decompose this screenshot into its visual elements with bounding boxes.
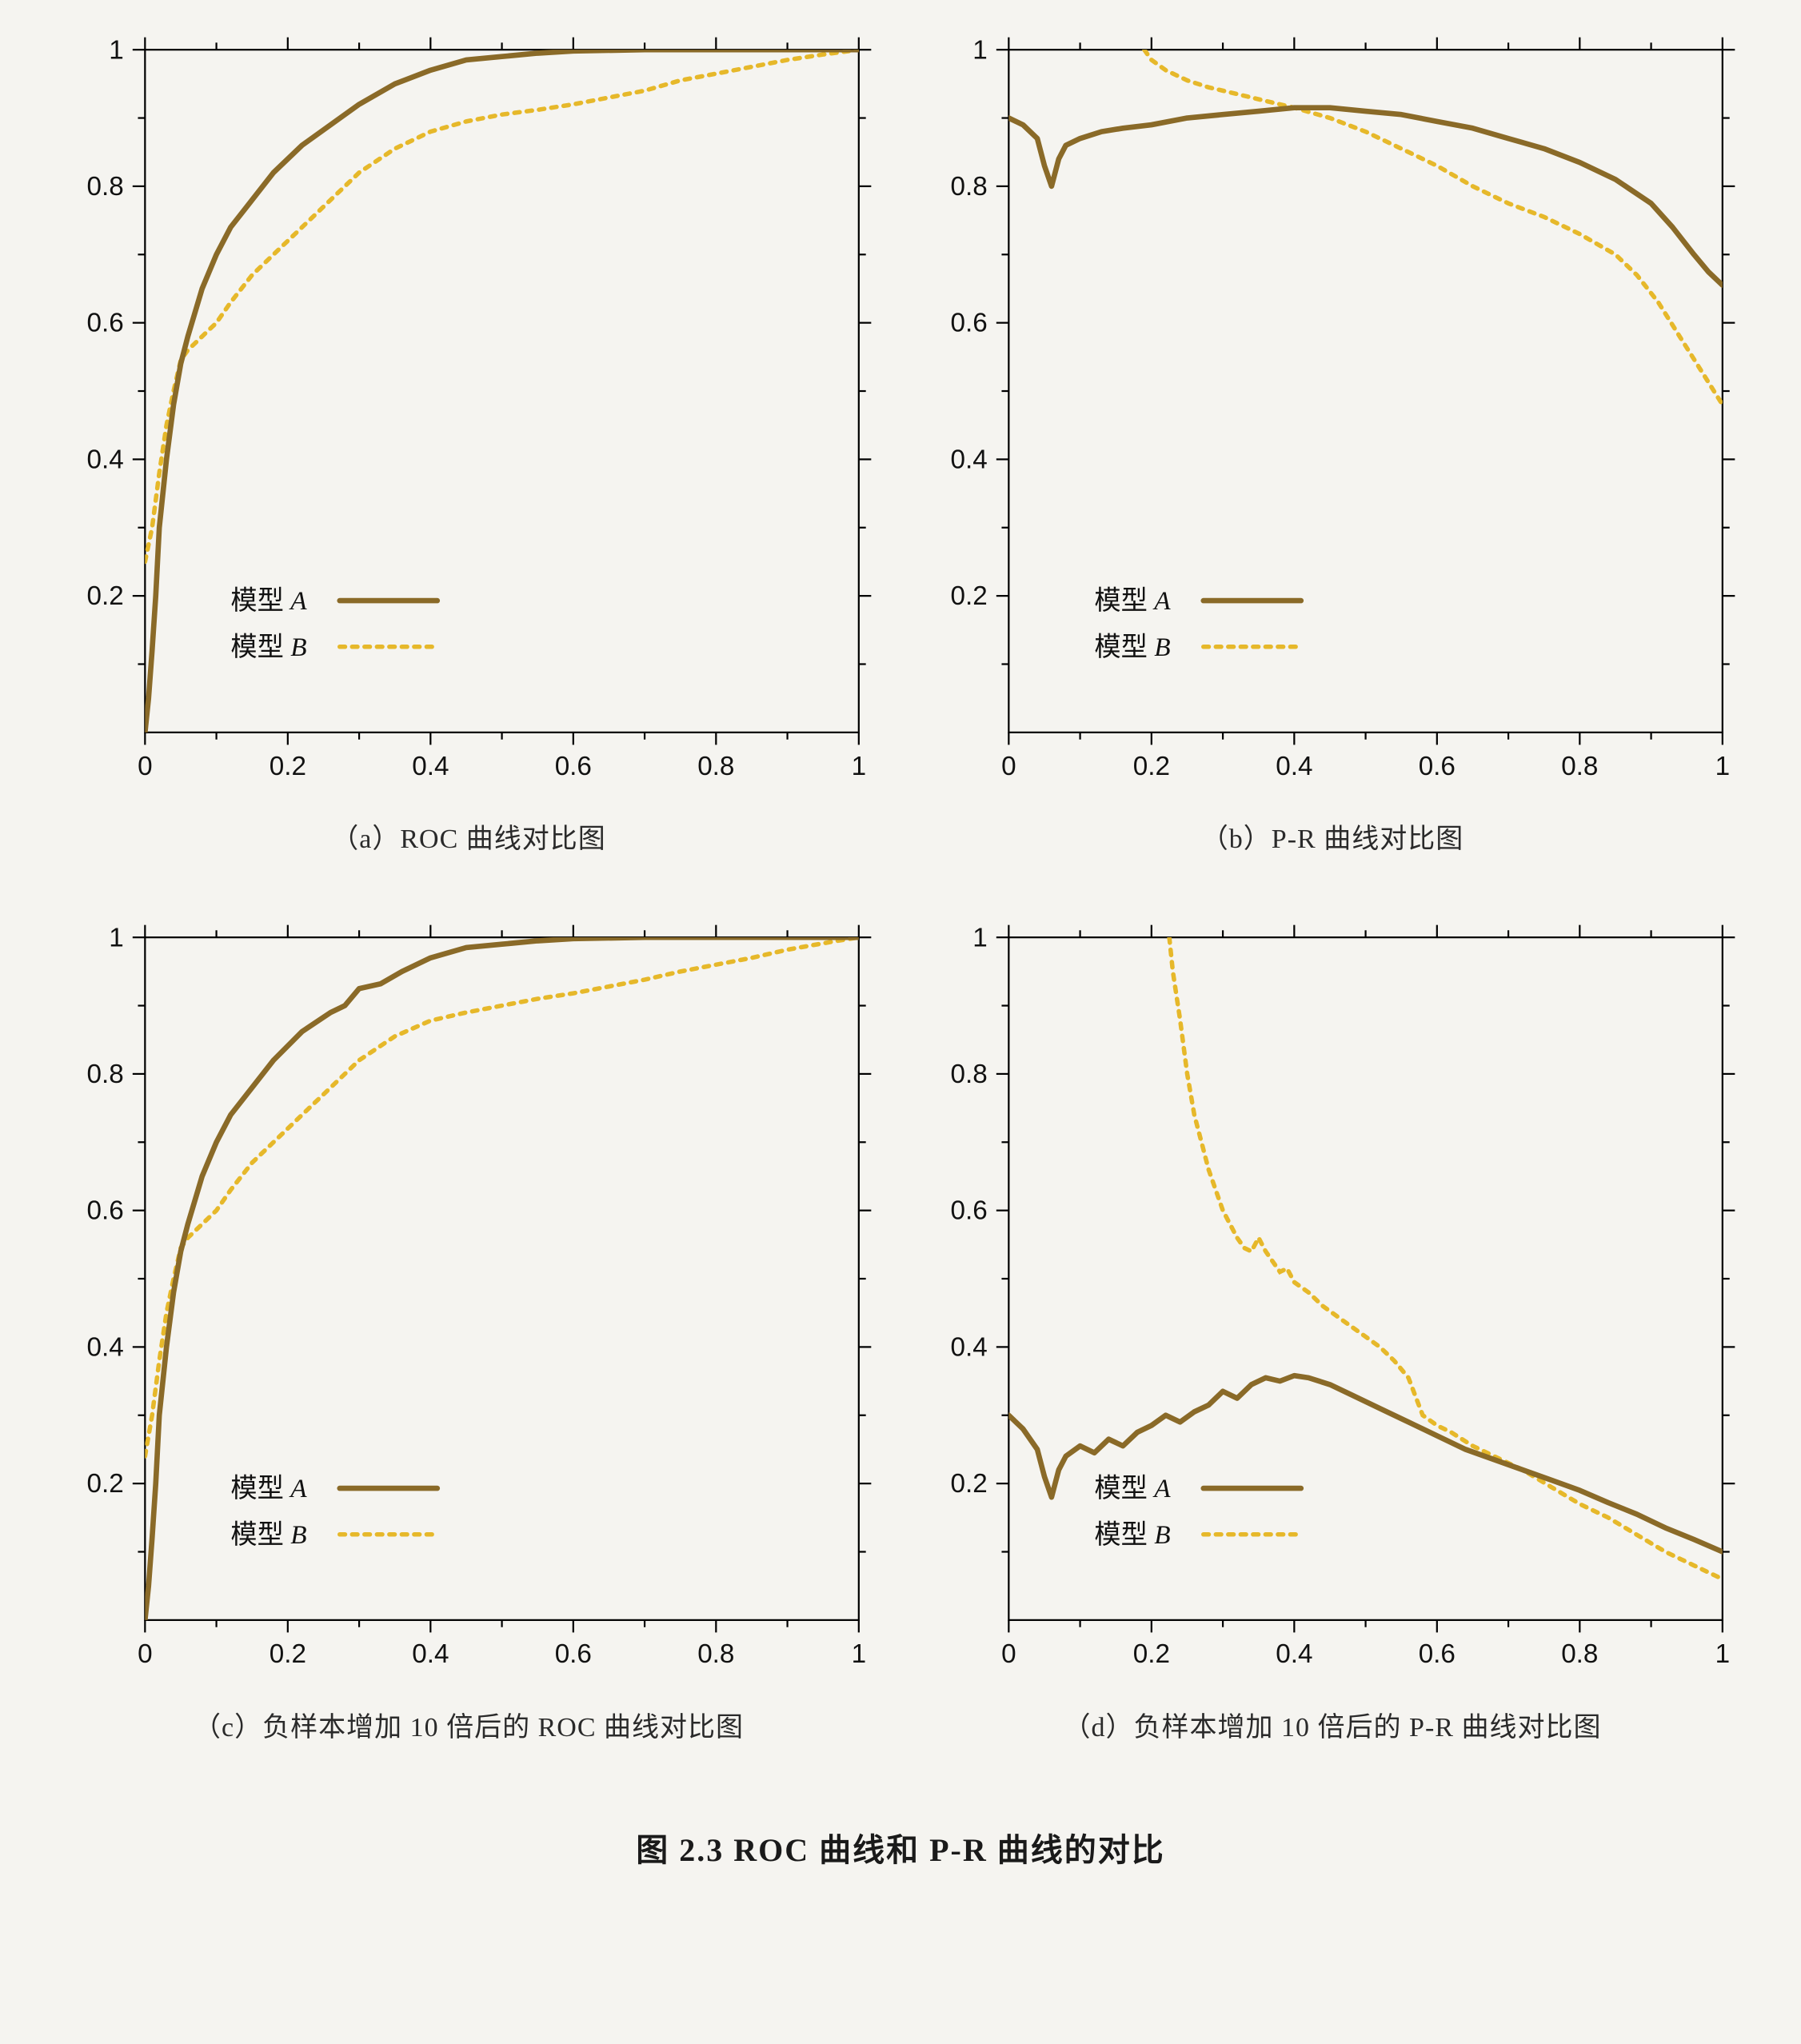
svg-text:0.2: 0.2 <box>950 581 987 611</box>
plot-c: 0 0.2 0.4 0.6 0.8 1 0.2 0.4 0.6 0.8 1 模型 A 模型 B <box>61 920 877 1682</box>
svg-text:0: 0 <box>138 752 152 781</box>
svg-text:0.6: 0.6 <box>555 1640 592 1670</box>
svg-text:0: 0 <box>1001 752 1016 781</box>
svg-text:0.2: 0.2 <box>1133 752 1170 781</box>
panel-a: 0 0.2 0.4 0.6 0.8 1 0.2 0.4 0.6 0.8 1 模型 A 模型 B （a）R… <box>61 32 877 856</box>
svg-text:0.2: 0.2 <box>1133 1640 1170 1670</box>
svg-text:0.6: 0.6 <box>950 309 987 338</box>
plot-b: 0 0.2 0.4 0.6 0.8 1 0.2 0.4 0.6 0.8 1 模型 A 模型 B <box>924 32 1740 794</box>
svg-text:1: 1 <box>972 924 988 953</box>
svg-text:0.4: 0.4 <box>86 445 123 474</box>
svg-text:0.4: 0.4 <box>950 445 987 474</box>
svg-text:1: 1 <box>1715 752 1731 781</box>
panel-d: 0 0.2 0.4 0.6 0.8 1 0.2 0.4 0.6 0.8 1 模型 A 模型 B （d）负… <box>924 920 1740 1743</box>
svg-text:0.6: 0.6 <box>86 1196 123 1226</box>
plot-d: 0 0.2 0.4 0.6 0.8 1 0.2 0.4 0.6 0.8 1 模型 A 模型 B <box>924 920 1740 1682</box>
svg-text:模型 A: 模型 A <box>1094 1475 1171 1504</box>
svg-text:0.2: 0.2 <box>86 581 123 611</box>
caption-b: （b）P-R 曲线对比图 <box>1201 816 1464 856</box>
svg-text:1: 1 <box>109 35 124 65</box>
svg-text:模型 B: 模型 B <box>1094 1520 1170 1550</box>
svg-text:模型 B: 模型 B <box>230 1520 306 1550</box>
svg-text:0.8: 0.8 <box>86 172 123 202</box>
svg-text:0.6: 0.6 <box>1419 752 1456 781</box>
svg-text:0.8: 0.8 <box>950 172 987 202</box>
svg-text:1: 1 <box>852 752 867 781</box>
svg-text:0.8: 0.8 <box>950 1060 987 1089</box>
svg-text:0.8: 0.8 <box>697 1640 734 1670</box>
svg-text:0.4: 0.4 <box>1276 752 1312 781</box>
svg-text:0.8: 0.8 <box>1561 752 1598 781</box>
svg-text:0.6: 0.6 <box>950 1196 987 1226</box>
figure-grid: 0 0.2 0.4 0.6 0.8 1 0.2 0.4 0.6 0.8 1 模型 A 模型 B （a）R… <box>61 32 1740 1870</box>
svg-text:0.2: 0.2 <box>270 1640 306 1670</box>
svg-text:模型 A: 模型 A <box>1094 586 1171 616</box>
plot-a: 0 0.2 0.4 0.6 0.8 1 0.2 0.4 0.6 0.8 1 模型 A 模型 B <box>61 32 877 794</box>
svg-text:0.4: 0.4 <box>1276 1640 1312 1670</box>
svg-text:1: 1 <box>972 35 988 65</box>
svg-text:0.6: 0.6 <box>1419 1640 1456 1670</box>
svg-text:模型 B: 模型 B <box>1094 633 1170 662</box>
svg-text:模型 B: 模型 B <box>230 633 306 662</box>
svg-text:0.4: 0.4 <box>412 752 449 781</box>
caption-c: （c）负样本增加 10 倍后的 ROC 曲线对比图 <box>194 1705 744 1744</box>
svg-text:0.6: 0.6 <box>555 752 592 781</box>
svg-text:0.4: 0.4 <box>950 1333 987 1363</box>
caption-a: （a）ROC 曲线对比图 <box>331 816 606 856</box>
svg-text:0.8: 0.8 <box>1561 1640 1598 1670</box>
svg-text:0.2: 0.2 <box>86 1470 123 1499</box>
svg-text:1: 1 <box>109 924 124 953</box>
svg-text:0.8: 0.8 <box>697 752 734 781</box>
svg-text:0.2: 0.2 <box>950 1470 987 1499</box>
svg-text:模型 A: 模型 A <box>230 1475 307 1504</box>
panel-b: 0 0.2 0.4 0.6 0.8 1 0.2 0.4 0.6 0.8 1 模型 A 模型 B （b）P… <box>924 32 1740 856</box>
svg-text:0: 0 <box>1001 1640 1016 1670</box>
main-caption: 图 2.3 ROC 曲线和 P-R 曲线的对比 <box>61 1824 1740 1870</box>
svg-text:0.6: 0.6 <box>86 309 123 338</box>
svg-text:模型 A: 模型 A <box>230 586 307 616</box>
svg-text:0: 0 <box>138 1640 152 1670</box>
caption-d: （d）负样本增加 10 倍后的 P-R 曲线对比图 <box>1064 1705 1602 1744</box>
svg-text:0.4: 0.4 <box>86 1333 123 1363</box>
svg-text:1: 1 <box>1715 1640 1731 1670</box>
svg-text:1: 1 <box>852 1640 867 1670</box>
panel-c: 0 0.2 0.4 0.6 0.8 1 0.2 0.4 0.6 0.8 1 模型 A 模型 B （c）负… <box>61 920 877 1743</box>
svg-text:0.2: 0.2 <box>270 752 306 781</box>
svg-text:0.8: 0.8 <box>86 1060 123 1089</box>
svg-text:0.4: 0.4 <box>412 1640 449 1670</box>
